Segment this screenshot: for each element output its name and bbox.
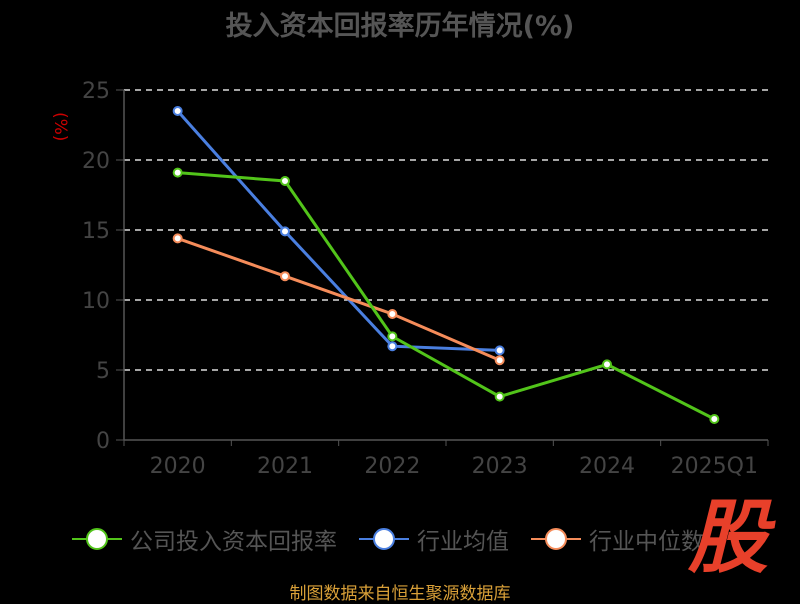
data-point <box>387 341 398 352</box>
y-tick-label: 0 <box>96 429 110 454</box>
x-tick-label: 2023 <box>472 454 528 479</box>
data-point <box>602 359 612 370</box>
data-point <box>172 233 183 244</box>
series-line <box>177 171 716 421</box>
data-point <box>280 226 290 237</box>
x-tick-label: 2025Q1 <box>671 454 758 479</box>
legend-item-company[interactable]: 公司投入资本回报率 <box>72 522 337 556</box>
data-point <box>387 331 398 342</box>
data-point <box>280 271 290 282</box>
series-line <box>176 110 500 352</box>
data-point <box>387 309 398 319</box>
data-point <box>172 106 183 116</box>
x-tick-label: 2020 <box>150 454 206 479</box>
data-point <box>494 391 505 402</box>
y-tick-label: 10 <box>82 289 110 314</box>
y-tick-label: 25 <box>82 79 110 104</box>
data-point <box>494 345 505 356</box>
chart-title: 投入资本回报率历年情况(%) <box>225 11 575 42</box>
data-point <box>280 176 290 186</box>
series-line <box>177 236 501 362</box>
data-point <box>172 167 183 178</box>
x-tick-label: 2021 <box>257 454 313 479</box>
legend: 公司投入资本回报率 行业均值 行业中位数 <box>72 522 704 556</box>
legend-item-industry-median[interactable]: 行业中位数 <box>531 522 704 556</box>
data-source: 制图数据来自恒生聚源数据库 <box>289 584 511 604</box>
legend-label: 公司投入资本回报率 <box>130 529 337 555</box>
data-point <box>709 414 720 424</box>
y-tick-label: 15 <box>82 219 110 244</box>
x-tick-label: 2024 <box>579 454 635 479</box>
legend-label: 行业均值 <box>417 529 509 555</box>
data-point <box>494 355 505 366</box>
brand-logo: 股 <box>688 491 768 584</box>
y-tick-label: 20 <box>82 149 110 174</box>
legend-item-industry-mean[interactable]: 行业均值 <box>359 522 509 556</box>
y-tick-label: 5 <box>96 359 110 384</box>
legend-label: 行业中位数 <box>589 529 704 555</box>
x-tick-label: 2022 <box>364 454 420 479</box>
